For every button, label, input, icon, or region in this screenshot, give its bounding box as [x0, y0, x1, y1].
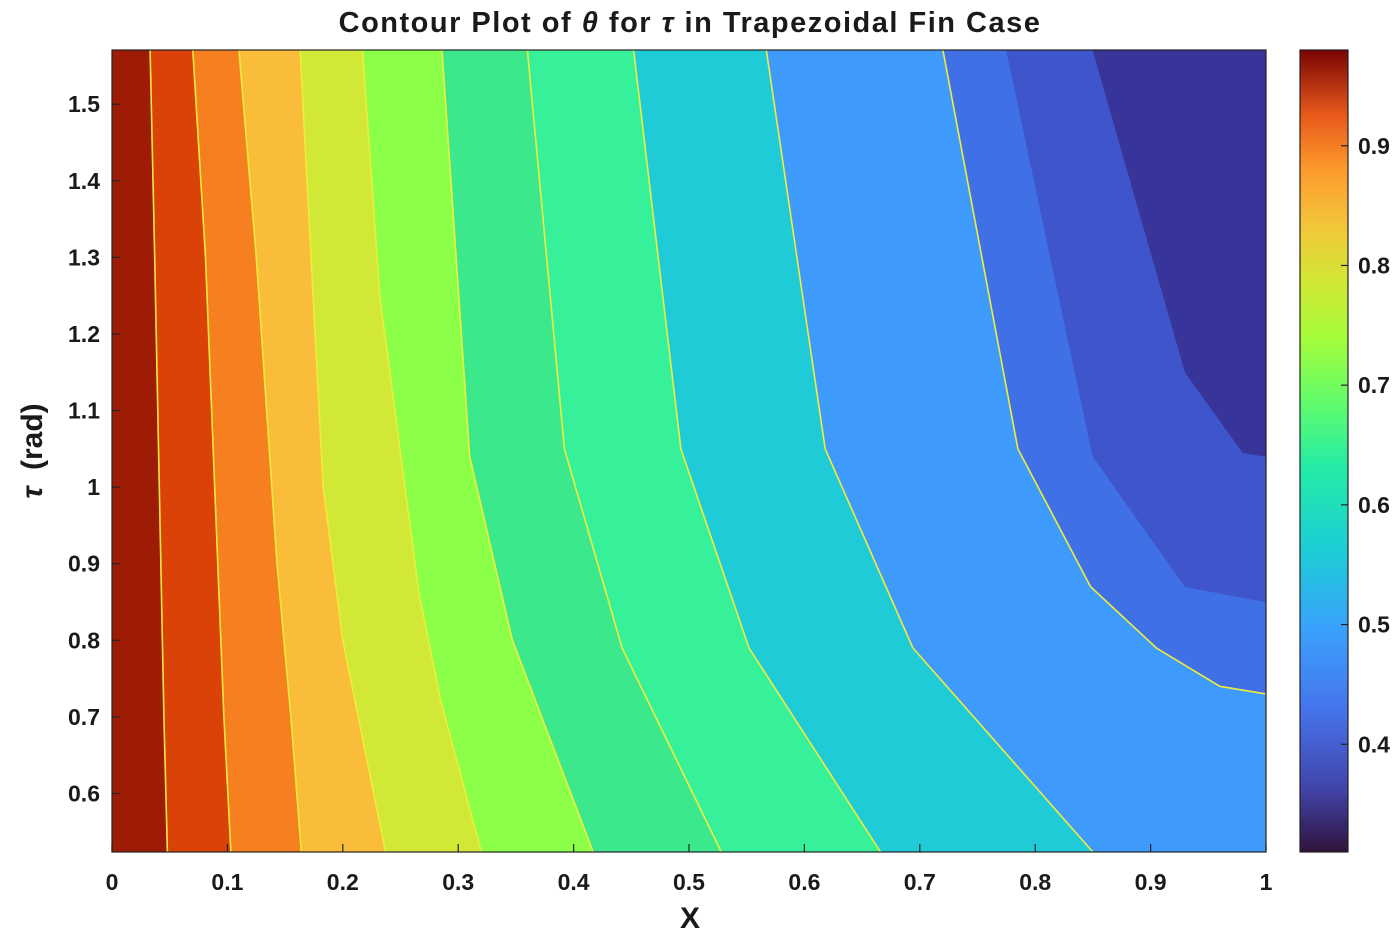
- y-tick-label: 1.5: [68, 91, 100, 117]
- x-axis-label: X: [680, 902, 700, 934]
- contour-line: [526, 50, 723, 852]
- chart-title-part: τ: [662, 7, 676, 39]
- colorbar-tick-label: 0.6: [1358, 492, 1390, 518]
- y-tick-label: 1: [87, 474, 100, 500]
- x-tick-label: 1: [1260, 869, 1273, 895]
- y-tick-label: 0.9: [68, 551, 100, 577]
- colorbar-tick-label: 0.4: [1358, 731, 1390, 757]
- x-tick-label: 0.5: [673, 869, 705, 895]
- chart-title-part: Contour Plot of: [339, 7, 582, 39]
- x-tick-label: 0.4: [558, 869, 590, 895]
- contour-lines: [149, 50, 1266, 852]
- chart-title-part: θ: [582, 7, 600, 39]
- colorbar-tick-label: 0.5: [1358, 612, 1390, 638]
- colorbar-ticks: 0.4 0.5 0.6 0.7 0.8 0.9: [1341, 133, 1390, 757]
- contour-band: [1092, 50, 1266, 457]
- x-tick-label: 0.7: [904, 869, 936, 895]
- x-tick-label: 0.8: [1019, 869, 1051, 895]
- chart-title-part: for: [599, 7, 661, 39]
- colorbar-tick-label: 0.8: [1358, 252, 1390, 278]
- colorbar-tick-label: 0.7: [1358, 372, 1390, 398]
- x-tick-label: 0: [106, 869, 119, 895]
- x-tick-label: 0.6: [788, 869, 820, 895]
- x-tick-label: 0.9: [1135, 869, 1167, 895]
- contour-line: [149, 50, 169, 852]
- y-tick-label: 1.3: [68, 244, 100, 270]
- y-tick-label: 1.1: [68, 398, 100, 424]
- y-tick-label: 1.4: [68, 168, 100, 194]
- colorbar-tick-label: 0.9: [1358, 133, 1390, 159]
- y-tick-label: 0.8: [68, 627, 100, 653]
- y-tick-label: 0.7: [68, 704, 100, 730]
- contour-line: [238, 50, 303, 852]
- contour-line: [632, 50, 882, 852]
- contour-fills: [112, 50, 1266, 852]
- x-axis: 0 0.1 0.2 0.3 0.4 0.5 0.6 0.7 0.8 0.9 1: [106, 844, 1273, 895]
- x-tick-label: 0.3: [442, 869, 474, 895]
- y-axis-label-symbol: τ: [16, 485, 49, 499]
- contour-line: [765, 50, 1094, 852]
- y-axis: 0.6 0.7 0.8 0.9 1 1.1 1.2 1.3 1.4 1.5: [68, 91, 120, 806]
- contour-line: [192, 50, 232, 852]
- contour-line: [361, 50, 483, 852]
- contour-line: [441, 50, 594, 852]
- y-tick-label: 0.6: [68, 780, 100, 806]
- x-tick-label: 0.2: [327, 869, 359, 895]
- y-tick-label: 1.2: [68, 321, 100, 347]
- chart-title-part: in Trapezoidal Fin Case: [675, 7, 1041, 39]
- contour-line: [299, 50, 387, 852]
- y-axis-label-unit: (rad): [16, 403, 49, 470]
- colorbar-gradient: [1299, 49, 1349, 853]
- colorbar: 0.4 0.5 0.6 0.7 0.8 0.9: [1299, 49, 1390, 853]
- chart-title: Contour Plot of θ for τ in Trapezoidal F…: [339, 7, 1042, 39]
- contour-line: [942, 50, 1266, 695]
- plot-area: [111, 49, 1267, 853]
- x-tick-label: 0.1: [211, 869, 243, 895]
- y-axis-label: τ (rad): [16, 403, 49, 498]
